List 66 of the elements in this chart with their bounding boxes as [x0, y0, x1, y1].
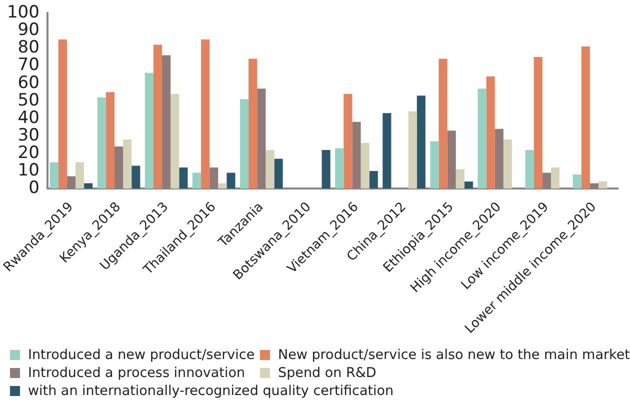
bar — [170, 94, 180, 189]
bar — [226, 172, 236, 189]
bar — [352, 122, 361, 189]
bar — [162, 55, 171, 189]
bar — [369, 171, 378, 189]
bar — [201, 40, 210, 189]
bar — [218, 183, 227, 189]
y-tick-label: 0 — [28, 178, 40, 198]
bar — [257, 88, 266, 189]
bar — [132, 166, 140, 189]
bar — [66, 176, 76, 189]
bar — [114, 146, 124, 189]
bar — [447, 130, 456, 189]
bar — [322, 150, 330, 189]
bar — [550, 168, 560, 189]
bar — [76, 162, 84, 189]
bar — [123, 139, 132, 189]
legend-label: Introduced a new product/service — [28, 346, 255, 364]
y-tick-label: 40 — [18, 108, 40, 128]
bar — [240, 99, 249, 189]
bar — [248, 58, 258, 189]
bar — [360, 142, 370, 189]
y-tick-label: 30 — [18, 125, 40, 146]
legend-label: Introduced a process innovation — [28, 364, 246, 382]
bar — [210, 168, 218, 189]
bar — [344, 94, 352, 189]
bar — [97, 97, 106, 189]
bar — [50, 162, 58, 189]
bar — [581, 46, 590, 189]
bar — [335, 148, 344, 189]
y-tick-label: 80 — [18, 38, 40, 58]
bar — [534, 57, 542, 189]
legend-label: with an internationally-recognized quality certification — [28, 382, 394, 400]
y-tick-label: 70 — [18, 55, 40, 76]
bar — [274, 158, 283, 189]
bar — [598, 182, 608, 189]
legend-label: Spend on R&D — [278, 364, 376, 382]
bar — [408, 111, 417, 189]
bar — [494, 128, 504, 189]
bar — [590, 183, 599, 189]
bar — [430, 141, 439, 189]
bar — [192, 172, 202, 189]
bar — [144, 72, 154, 189]
bar — [179, 168, 188, 189]
bar — [478, 88, 486, 189]
bar — [572, 174, 582, 189]
bar — [153, 44, 162, 189]
bar — [106, 92, 114, 189]
bar — [542, 172, 551, 189]
bar — [486, 76, 495, 189]
bar — [58, 40, 67, 189]
y-tick-label: 60 — [18, 72, 40, 93]
bar — [416, 96, 426, 189]
bar — [438, 58, 448, 189]
bar — [525, 150, 534, 189]
legend-label: New product/service is also new to the main market — [278, 346, 630, 364]
y-tick-label: 90 — [18, 20, 40, 40]
y-tick-label: 100 — [6, 2, 40, 23]
y-tick-label: 50 — [18, 90, 40, 110]
y-tick-label: 20 — [18, 142, 40, 163]
y-tick-label: 10 — [18, 160, 40, 180]
bar — [464, 182, 473, 189]
bar — [456, 169, 464, 189]
bar — [84, 183, 93, 189]
bar — [503, 139, 512, 189]
bar — [266, 150, 274, 189]
